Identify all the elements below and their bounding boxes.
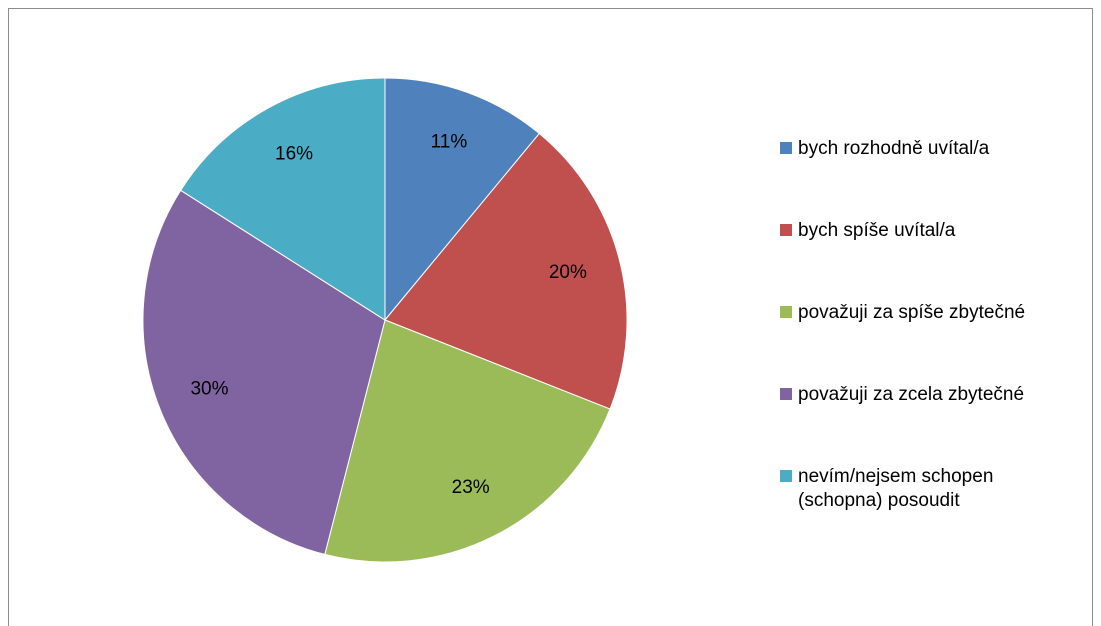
data-label: 11% xyxy=(431,131,468,152)
legend-swatch xyxy=(780,306,792,318)
data-label: 20% xyxy=(549,262,587,283)
legend-swatch xyxy=(780,142,792,154)
legend-label: považuji za zcela zbytečné xyxy=(798,384,1025,405)
pie-slice xyxy=(179,77,386,321)
legend-item: bych spíše uvítal/a xyxy=(780,219,1080,243)
legend-label: bych spíše uvítal/a xyxy=(798,220,956,241)
legend-item: považuji za zcela zbytečné xyxy=(780,383,1080,407)
legend-swatch xyxy=(780,470,792,482)
legend-label: bych rozhodně uvítal/a xyxy=(798,138,990,159)
data-label: 23% xyxy=(452,477,490,498)
legend-swatch xyxy=(780,388,792,400)
pie-slice xyxy=(384,77,540,322)
data-label: 16% xyxy=(275,144,313,165)
legend-label: považuji za spíše zbytečné xyxy=(798,302,1026,323)
legend-label: nevím/nejsem schopen (schopna) posoudit xyxy=(798,466,994,511)
legend-item: nevím/nejsem schopen (schopna) posoudit xyxy=(780,465,1080,513)
pie-slice xyxy=(384,132,628,410)
chart-frame xyxy=(8,8,1093,626)
pie-slice xyxy=(142,189,386,556)
legend-item: považuji za spíše zbytečné xyxy=(780,301,1080,325)
data-label: 30% xyxy=(190,379,228,400)
legend-swatch xyxy=(780,224,792,236)
legend-item: bych rozhodně uvítal/a xyxy=(780,137,1080,161)
pie-slice xyxy=(324,319,611,563)
